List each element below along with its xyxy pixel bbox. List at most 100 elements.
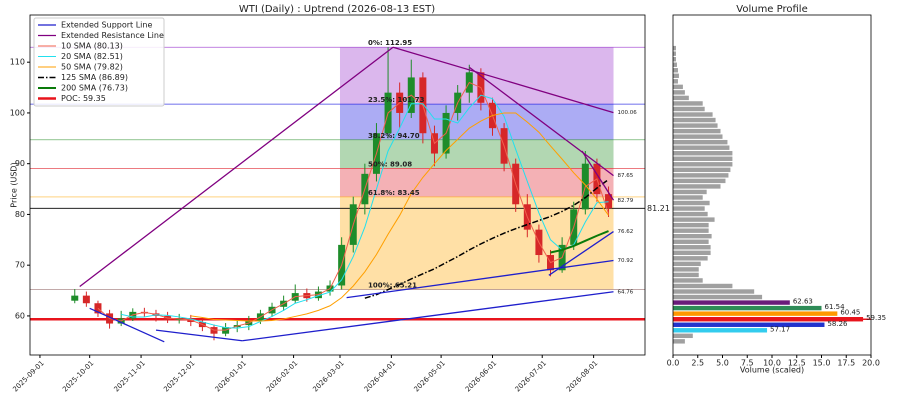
sma-line — [550, 230, 609, 254]
volume-bar — [673, 305, 822, 311]
x-axis-label: Volume (scaled) — [740, 366, 804, 375]
volume-bar — [673, 289, 755, 294]
volume-bar — [673, 139, 728, 145]
volume-bar-label: 58.26 — [827, 320, 848, 328]
trend-line — [242, 291, 614, 342]
volume-bar — [673, 106, 705, 112]
volume-bar — [673, 200, 710, 206]
y-tick-label: 100 — [10, 108, 25, 117]
volume-bar — [673, 134, 723, 139]
volume-bar — [673, 217, 715, 222]
chart-title: WTI (Daily) : Uptrend (2026-08-13 EST) — [239, 4, 435, 15]
volume-bar — [673, 322, 825, 327]
volume-bar — [673, 79, 678, 84]
chart-title: Volume Profile — [736, 4, 807, 15]
volume-bar — [673, 272, 699, 278]
volume-bar — [673, 267, 699, 272]
volume-bar — [673, 339, 685, 344]
volume-bar-label: 62.63 — [793, 298, 813, 306]
x-tick-label: 5.0 — [716, 359, 729, 368]
x-tick-label: 17.5 — [837, 359, 855, 368]
volume-bar — [673, 178, 726, 184]
volume-bar — [673, 156, 733, 161]
fib-label: 61.8%: 83.45 — [368, 189, 420, 197]
x-tick-label: 2026-07-01 — [514, 359, 548, 393]
plot-frame — [672, 14, 872, 356]
volume-bar — [673, 145, 730, 150]
fib-label: 50%: 89.08 — [368, 160, 412, 168]
legend-label: 50 SMA (79.82) — [61, 63, 123, 72]
volume-bar — [673, 233, 712, 239]
x-tick-label: 2026-05-01 — [413, 359, 447, 393]
volume-bar — [673, 173, 729, 178]
y-axis-label: Price (USD) — [10, 162, 19, 207]
x-tick-label: 2026-04-01 — [363, 359, 397, 393]
volume-bar — [673, 311, 838, 316]
price-label: 81.21 — [647, 204, 670, 213]
legend-label: 200 SMA (76.73) — [61, 84, 128, 93]
volume-bar — [673, 62, 677, 67]
volume-bar — [673, 101, 703, 106]
volume-bar — [673, 300, 790, 305]
volume-bar — [673, 294, 763, 300]
trend-end-label: 87.65 — [618, 173, 634, 179]
y-tick-label: 80 — [15, 210, 25, 219]
fib-band — [339, 139, 614, 169]
y-tick-label: 90 — [15, 159, 25, 168]
volume-bar — [673, 206, 705, 211]
trend-line — [392, 46, 614, 114]
legend-label: Extended Resistance Line — [61, 31, 164, 40]
volume-bar — [673, 167, 731, 173]
volume-bar — [673, 95, 689, 101]
sma-line — [97, 81, 610, 331]
y-tick-label: 60 — [15, 311, 25, 320]
volume-bar — [673, 184, 721, 189]
x-tick-label: 2025-11-01 — [112, 359, 146, 393]
legend-label: 20 SMA (82.51) — [61, 52, 123, 61]
volume-bar-label: 57.17 — [770, 325, 790, 333]
volume-bar — [673, 261, 701, 267]
volume-bar — [673, 328, 768, 333]
volume-bar — [673, 51, 676, 56]
x-tick-label: 2026-01-01 — [214, 359, 248, 393]
legend-label: 125 SMA (86.89) — [61, 73, 128, 82]
fib-band — [339, 168, 614, 197]
x-tick-label: 15.0 — [813, 359, 831, 368]
volume-bar-label: 59.35 — [866, 314, 886, 322]
x-tick-label: 7.5 — [741, 359, 754, 368]
candle-body — [605, 194, 613, 209]
x-tick-label: 2026-08-01 — [565, 359, 599, 393]
trend-line — [581, 150, 615, 201]
volume-bar — [673, 117, 716, 123]
legend-box — [33, 17, 165, 107]
x-tick-label: 2.5 — [691, 359, 704, 368]
legend-label: POC: 59.35 — [61, 94, 106, 103]
volume-bar — [673, 73, 679, 79]
trend-line — [346, 259, 614, 299]
volume-bar-label: 61.54 — [825, 303, 846, 311]
volume-bar — [673, 112, 713, 117]
legend-label: 10 SMA (80.13) — [61, 42, 123, 51]
trend-end-label: 70.92 — [618, 258, 634, 264]
candle-body — [82, 295, 90, 304]
volume-bar — [673, 195, 703, 200]
trend-line — [89, 307, 165, 343]
volume-bar — [673, 256, 708, 261]
x-tick-label: 2025-12-01 — [162, 359, 196, 393]
volume-bar — [673, 128, 721, 134]
volume-bar — [673, 123, 718, 128]
x-tick-label: 2026-03-01 — [311, 359, 345, 393]
volume-bar — [673, 333, 693, 339]
fib-label: 38.2%: 94.70 — [368, 132, 420, 140]
volume-bar — [673, 56, 676, 62]
sma-line — [190, 112, 609, 322]
fib-label: 23.5%: 101.73 — [368, 96, 425, 104]
legend-label: Extended Support Line — [61, 21, 152, 30]
volume-bar — [673, 84, 683, 90]
x-tick-label: 2025-10-01 — [61, 359, 95, 393]
volume-bar — [673, 283, 733, 289]
sma-line — [364, 178, 609, 299]
x-tick-label: 2025-09-01 — [11, 359, 45, 393]
fib-label: 0%: 112.95 — [368, 39, 412, 47]
